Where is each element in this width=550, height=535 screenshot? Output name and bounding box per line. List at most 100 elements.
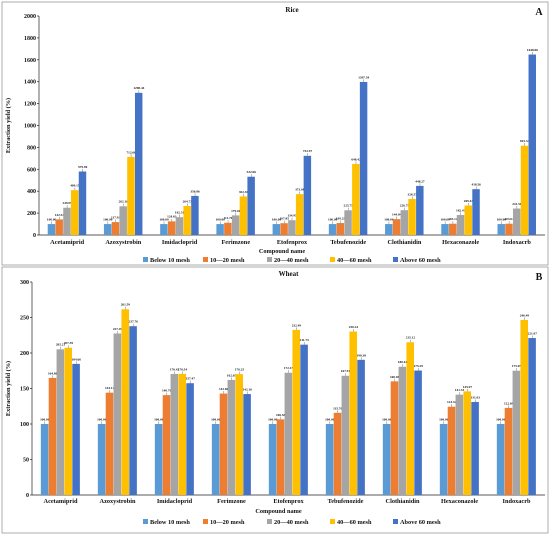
bar bbox=[113, 333, 122, 495]
data-label: 175.05 bbox=[512, 364, 522, 368]
data-label: 100.00 bbox=[328, 217, 338, 221]
data-label: 124.63 bbox=[167, 215, 177, 219]
bar bbox=[528, 54, 536, 235]
bar bbox=[70, 190, 79, 235]
bar bbox=[408, 199, 416, 235]
bar bbox=[512, 370, 521, 495]
bar bbox=[414, 370, 422, 495]
bar bbox=[216, 224, 224, 235]
data-label: 722.97 bbox=[303, 149, 313, 153]
legend-entry: Below 10 mesh bbox=[150, 257, 190, 264]
bar bbox=[505, 223, 513, 235]
data-label: 261.59 bbox=[121, 303, 131, 307]
bar bbox=[227, 379, 236, 495]
legend-entry: 20—40 mesh bbox=[274, 519, 309, 526]
x-tick-label: Azoxystrobin bbox=[105, 239, 141, 246]
bar bbox=[471, 401, 479, 495]
bar bbox=[336, 223, 345, 235]
data-label: 100.00 bbox=[47, 217, 57, 221]
data-label: 100.00 bbox=[382, 417, 392, 421]
data-label: 237.76 bbox=[129, 320, 139, 324]
bar bbox=[191, 195, 199, 235]
bar bbox=[497, 224, 505, 235]
data-label: 144.84 bbox=[392, 213, 402, 217]
legend-swatch bbox=[393, 519, 398, 524]
data-label: 221.07 bbox=[528, 331, 538, 335]
data-label: 579.90 bbox=[78, 165, 88, 169]
bar bbox=[416, 185, 424, 235]
bar bbox=[455, 394, 464, 495]
y-tick-label: 1200 bbox=[24, 102, 36, 108]
bar bbox=[513, 208, 521, 235]
data-label: 134.95 bbox=[287, 214, 297, 218]
y-tick-label: 0 bbox=[26, 493, 29, 499]
data-label: 106.58 bbox=[276, 413, 286, 417]
data-label: 142.16 bbox=[243, 388, 253, 392]
data-label: 373.08 bbox=[295, 188, 305, 192]
legend-swatch bbox=[143, 519, 148, 524]
bar bbox=[129, 326, 137, 495]
legend-entry: 10—20 mesh bbox=[210, 257, 245, 264]
data-label: 100.00 bbox=[268, 417, 278, 421]
bar bbox=[341, 375, 350, 495]
chart-title: Rice bbox=[285, 6, 298, 14]
data-label: 100.00 bbox=[496, 417, 506, 421]
data-label: 215.12 bbox=[406, 336, 416, 340]
bar bbox=[103, 224, 112, 235]
bar bbox=[463, 391, 471, 495]
data-label: 100.00 bbox=[439, 417, 449, 421]
data-label: 162.05 bbox=[227, 373, 237, 377]
bar bbox=[520, 145, 529, 235]
legend-swatch bbox=[330, 519, 335, 524]
bar bbox=[154, 424, 163, 495]
data-label: 103.04 bbox=[504, 217, 514, 221]
data-label: 712.66 bbox=[126, 150, 136, 154]
data-label: 141.33 bbox=[455, 388, 465, 392]
data-label: 1397.54 bbox=[358, 75, 369, 79]
legend-entry: Above 60 mesh bbox=[400, 257, 441, 264]
bar bbox=[464, 205, 473, 235]
bar bbox=[284, 372, 293, 495]
x-tick-label: Tebufenozide bbox=[328, 498, 364, 505]
legend-swatch bbox=[203, 519, 208, 524]
bar bbox=[183, 206, 191, 235]
bar bbox=[186, 383, 194, 495]
rice-chart-panel: Rice A 0 200 400 600 800 1000 1200 1400 1600 1800 20… bbox=[1, 1, 549, 266]
data-label: 232.49 bbox=[292, 323, 302, 327]
data-label: 190.38 bbox=[357, 353, 367, 357]
bar bbox=[276, 419, 285, 495]
data-label: 328.57 bbox=[408, 192, 418, 196]
y-tick-label: 250 bbox=[20, 316, 29, 322]
data-label: 532.06 bbox=[247, 170, 257, 174]
y-tick-label: 1800 bbox=[24, 36, 36, 42]
data-label: 179.06 bbox=[231, 209, 241, 213]
data-label: 409.15 bbox=[70, 184, 80, 188]
data-label: 170.25 bbox=[235, 368, 245, 372]
bar bbox=[390, 381, 399, 495]
y-tick-label: 300 bbox=[20, 280, 29, 286]
bar bbox=[78, 171, 87, 235]
bar bbox=[219, 393, 228, 495]
data-label: 157.47 bbox=[186, 377, 196, 381]
x-tick-label: Clothianidin bbox=[387, 239, 421, 246]
data-label: 100.00 bbox=[497, 217, 507, 221]
y-tick-label: 600 bbox=[27, 167, 36, 173]
x-tick-label: Clothianidin bbox=[386, 498, 420, 505]
bar bbox=[349, 331, 357, 495]
bar bbox=[231, 215, 240, 235]
data-label: 225.75 bbox=[344, 204, 354, 208]
legend: Below 10 mesh 10—20 mesh 20—40 mesh 40—60 m… bbox=[143, 519, 441, 526]
bar bbox=[160, 224, 168, 235]
data-label: 648.42 bbox=[351, 157, 361, 161]
x-axis-label: Compound name bbox=[255, 508, 302, 515]
bar bbox=[211, 424, 220, 495]
bar bbox=[243, 394, 251, 495]
data-label: 100.00 bbox=[384, 217, 394, 221]
legend-swatch bbox=[330, 257, 335, 262]
x-tick-label: Ferimzone bbox=[217, 498, 246, 505]
y-axis-label: Extraction yield (%) bbox=[5, 361, 12, 416]
bar bbox=[134, 92, 143, 235]
y-tick-label: 200 bbox=[27, 211, 36, 217]
data-label: 111.76 bbox=[224, 216, 233, 220]
